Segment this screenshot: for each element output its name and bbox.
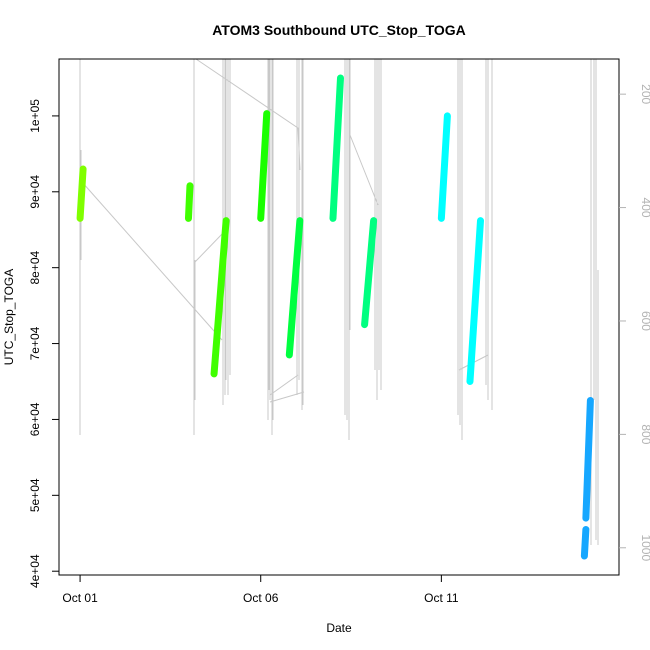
x-tick-label: Oct 01 — [62, 591, 98, 605]
series-9-segment — [466, 217, 485, 385]
x-axis: Oct 01 Oct 06 Oct 11 — [62, 575, 459, 605]
grey-connector — [195, 58, 301, 171]
y-tick-label: 1e+05 — [28, 99, 42, 133]
grey-connector — [269, 374, 299, 396]
grey-connector — [349, 134, 379, 206]
grey-connector — [269, 391, 305, 403]
y-tick-label: 4e+04 — [28, 554, 42, 588]
series-6-segment — [329, 74, 345, 222]
right-axis: 200 400 600 800 1000 — [619, 84, 650, 561]
plot-frame — [58, 58, 620, 576]
series-7-segment — [361, 217, 378, 329]
y-axis: 4e+04 5e+04 6e+04 7e+04 8e+04 9e+04 1e+05 — [28, 99, 59, 588]
data-points-layer — [76, 74, 594, 560]
grey-connector — [194, 231, 225, 263]
right-axis-tick-label: 200 — [639, 84, 650, 104]
x-tick-label: Oct 11 — [424, 591, 459, 605]
series-8-segment — [437, 112, 451, 222]
chart-title: ATOM3 Southbound UTC_Stop_TOGA — [212, 22, 466, 38]
y-tick-label: 5e+04 — [28, 478, 42, 512]
series-3-segment — [210, 217, 230, 378]
series-5-segment — [285, 217, 304, 359]
y-tick-label: 7e+04 — [28, 326, 42, 360]
y-axis-title: UTC_Stop_TOGA — [2, 269, 16, 365]
y-tick-label: 6e+04 — [28, 402, 42, 436]
grey-connector — [81, 181, 223, 341]
series-1-segment — [76, 165, 87, 222]
series-4-segment — [257, 110, 271, 222]
y-tick-label: 9e+04 — [28, 175, 42, 209]
right-axis-tick-label: 800 — [639, 424, 650, 444]
series-10-segment — [582, 396, 594, 522]
series-2-segment — [184, 182, 194, 222]
right-axis-tick-label: 1000 — [639, 534, 650, 561]
right-axis-tick-label: 600 — [639, 311, 650, 331]
x-tick-label: Oct 06 — [243, 591, 279, 605]
series-11-segment — [580, 525, 590, 560]
right-axis-tick-label: 400 — [639, 198, 650, 218]
y-tick-label: 8e+04 — [28, 250, 42, 284]
x-axis-title: Date — [326, 621, 352, 635]
